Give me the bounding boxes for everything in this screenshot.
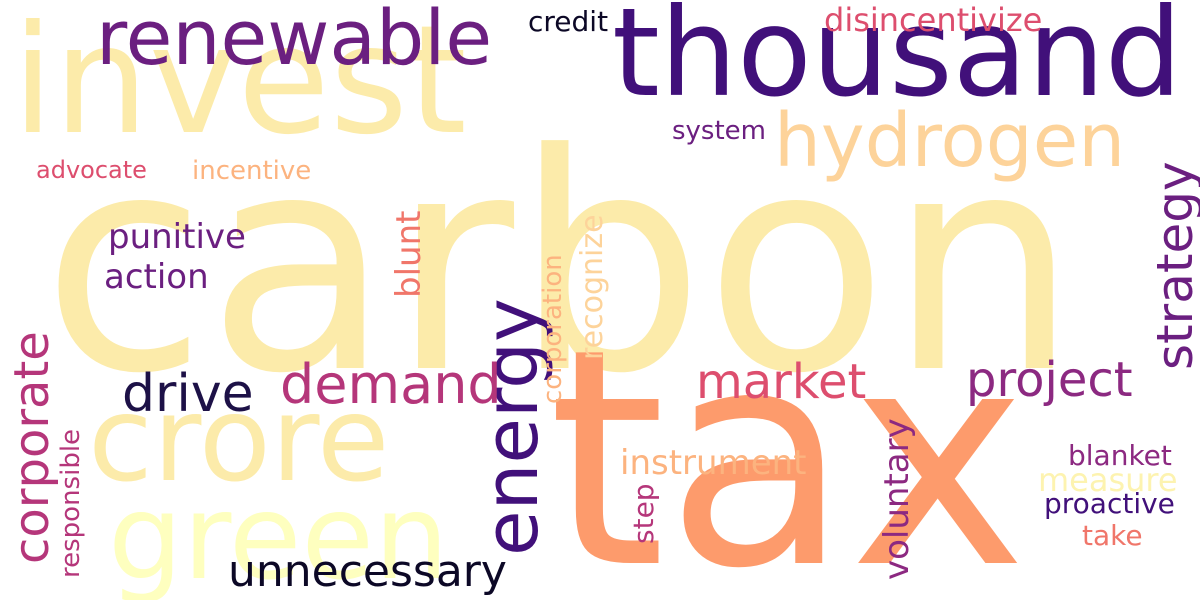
word-action: action — [104, 257, 209, 297]
word-responsible: responsible — [56, 428, 86, 578]
word-carbon: carbon — [42, 90, 1079, 439]
word-take: take — [1082, 519, 1143, 552]
word-disincentivize: disincentivize — [824, 1, 1043, 39]
word-drive: drive — [122, 364, 254, 424]
word-market: market — [696, 354, 867, 410]
word-credit: credit — [528, 5, 609, 38]
word-demand: demand — [280, 353, 502, 416]
word-incentive: incentive — [192, 156, 312, 186]
word-invest: invest — [12, 0, 467, 168]
word-unnecessary: unnecessary — [228, 546, 507, 597]
word-corporate: corporate — [4, 331, 60, 564]
word-hydrogen: hydrogen — [774, 98, 1126, 184]
word-thousand: thousand — [612, 0, 1183, 124]
word-proactive: proactive — [1044, 487, 1175, 520]
word-project: project — [966, 352, 1133, 408]
word-blunt: blunt — [389, 210, 429, 298]
word-voluntary: voluntary — [877, 418, 917, 580]
word-instrument: instrument — [620, 443, 807, 483]
word-crore: crore — [88, 370, 390, 508]
word-recognize: recognize — [575, 214, 610, 360]
word-strategy: strategy — [1146, 161, 1200, 370]
word-blanket: blanket — [1068, 439, 1172, 472]
word-corporation: corporation — [538, 254, 568, 404]
word-system: system — [672, 116, 766, 146]
word-step: step — [627, 483, 660, 544]
word-measure: measure — [1038, 461, 1178, 499]
word-tax: tax — [548, 285, 1028, 600]
word-green: green — [108, 468, 449, 600]
word-punitive: punitive — [108, 217, 246, 257]
word-advocate: advocate — [36, 156, 147, 184]
word-renewable: renewable — [96, 0, 493, 82]
